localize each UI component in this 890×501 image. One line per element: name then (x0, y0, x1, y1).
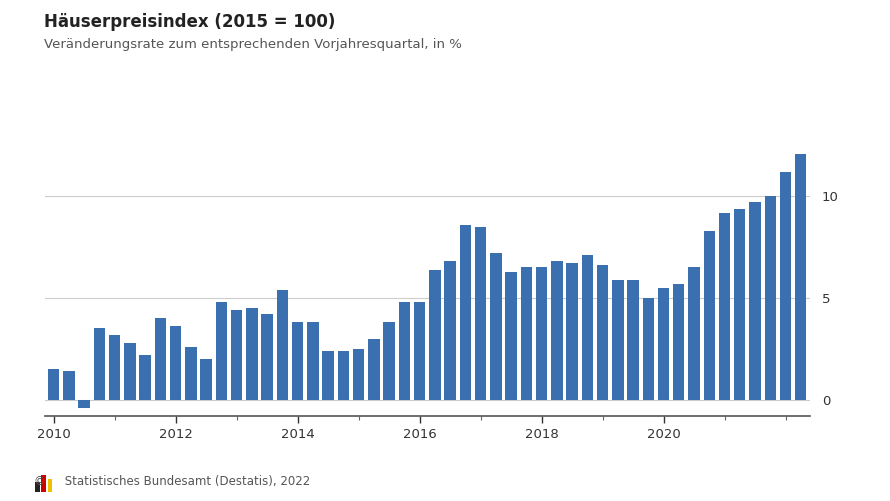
Bar (490, 254, 502, 400)
Bar (47, 478, 52, 492)
Bar (63, 371, 75, 400)
Bar (581, 256, 593, 400)
Bar (368, 339, 379, 400)
Bar (673, 284, 684, 400)
Bar (475, 227, 486, 400)
Bar (292, 322, 303, 400)
Bar (627, 280, 639, 400)
Bar (42, 475, 45, 492)
Bar (307, 322, 319, 400)
Bar (215, 302, 227, 400)
Bar (185, 347, 197, 400)
Bar (200, 359, 212, 400)
Bar (780, 172, 791, 400)
Text: ©: © (34, 475, 45, 488)
Bar (612, 280, 624, 400)
Bar (444, 262, 456, 400)
Bar (93, 329, 105, 400)
Bar (414, 302, 425, 400)
Text: Veränderungsrate zum entsprechenden Vorjahresquartal, in %: Veränderungsrate zum entsprechenden Vorj… (44, 38, 463, 51)
Bar (688, 268, 700, 400)
Bar (704, 231, 715, 400)
Bar (155, 318, 166, 400)
Bar (536, 268, 547, 400)
Bar (262, 314, 273, 400)
Bar (109, 335, 120, 400)
Bar (48, 369, 60, 400)
Bar (521, 268, 532, 400)
Bar (277, 290, 288, 400)
Bar (506, 272, 517, 400)
Bar (765, 196, 776, 400)
Bar (231, 310, 242, 400)
Bar (170, 327, 182, 400)
Bar (140, 355, 150, 400)
Bar (719, 212, 730, 400)
Bar (352, 349, 364, 400)
Bar (247, 308, 257, 400)
Bar (734, 208, 746, 400)
Bar (749, 202, 761, 400)
Bar (551, 262, 562, 400)
Bar (78, 400, 90, 408)
Bar (399, 302, 410, 400)
Bar (429, 270, 441, 400)
Text: Häuserpreisindex (2015 = 100): Häuserpreisindex (2015 = 100) (44, 13, 336, 31)
Bar (658, 288, 669, 400)
Bar (459, 225, 471, 400)
Bar (795, 154, 806, 400)
Bar (337, 351, 349, 400)
Bar (125, 343, 135, 400)
Bar (322, 351, 334, 400)
Text: Statistisches Bundesamt (Destatis), 2022: Statistisches Bundesamt (Destatis), 2022 (61, 475, 310, 488)
Bar (597, 266, 608, 400)
Bar (643, 298, 654, 400)
Bar (36, 482, 40, 492)
Bar (384, 322, 395, 400)
Bar (566, 264, 578, 400)
